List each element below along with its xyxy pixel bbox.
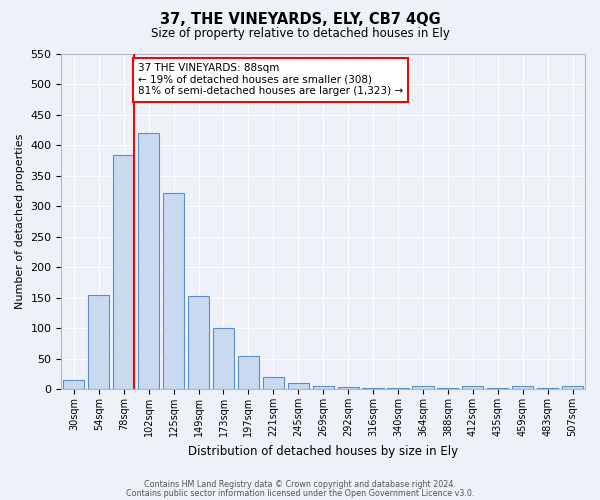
Bar: [287, 383, 309, 389]
Bar: [213, 328, 234, 389]
Bar: [487, 388, 508, 389]
Bar: [63, 380, 85, 389]
Bar: [512, 386, 533, 389]
Bar: [138, 133, 159, 389]
Bar: [338, 386, 359, 389]
X-axis label: Distribution of detached houses by size in Ely: Distribution of detached houses by size …: [188, 444, 458, 458]
Bar: [362, 388, 383, 389]
Text: Contains public sector information licensed under the Open Government Licence v3: Contains public sector information licen…: [126, 488, 474, 498]
Bar: [537, 388, 558, 389]
Bar: [88, 294, 109, 389]
Bar: [562, 386, 583, 389]
Bar: [437, 388, 458, 389]
Bar: [313, 386, 334, 389]
Bar: [238, 356, 259, 389]
Bar: [388, 388, 409, 389]
Bar: [462, 386, 484, 389]
Bar: [113, 154, 134, 389]
Bar: [263, 377, 284, 389]
Bar: [412, 386, 434, 389]
Text: Contains HM Land Registry data © Crown copyright and database right 2024.: Contains HM Land Registry data © Crown c…: [144, 480, 456, 489]
Text: 37 THE VINEYARDS: 88sqm
← 19% of detached houses are smaller (308)
81% of semi-d: 37 THE VINEYARDS: 88sqm ← 19% of detache…: [138, 63, 403, 96]
Text: 37, THE VINEYARDS, ELY, CB7 4QG: 37, THE VINEYARDS, ELY, CB7 4QG: [160, 12, 440, 28]
Y-axis label: Number of detached properties: Number of detached properties: [15, 134, 25, 310]
Bar: [163, 193, 184, 389]
Text: Size of property relative to detached houses in Ely: Size of property relative to detached ho…: [151, 28, 449, 40]
Bar: [188, 296, 209, 389]
